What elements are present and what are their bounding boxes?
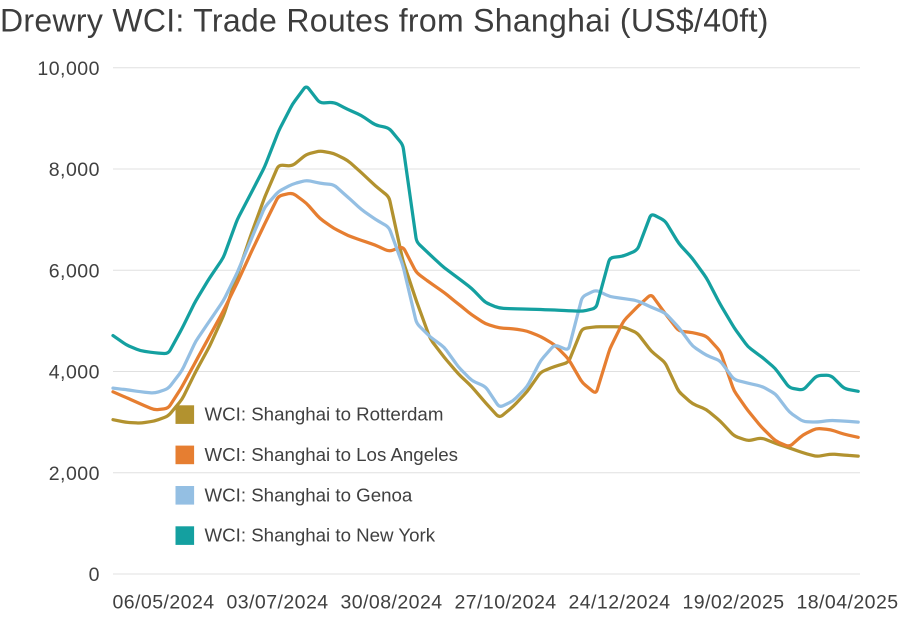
svg-text:WCI: Shanghai to Genoa: WCI: Shanghai to Genoa bbox=[205, 484, 413, 505]
svg-text:6,000: 6,000 bbox=[49, 260, 100, 282]
svg-text:0: 0 bbox=[89, 564, 100, 586]
svg-text:WCI: Shanghai to Los Angeles: WCI: Shanghai to Los Angeles bbox=[205, 444, 458, 465]
svg-text:8,000: 8,000 bbox=[49, 159, 100, 181]
svg-text:18/04/2025: 18/04/2025 bbox=[796, 592, 898, 614]
svg-text:WCI: Shanghai to New York: WCI: Shanghai to New York bbox=[205, 525, 436, 546]
svg-text:4,000: 4,000 bbox=[49, 362, 100, 384]
svg-text:19/02/2025: 19/02/2025 bbox=[682, 592, 784, 614]
svg-text:WCI: Shanghai to Rotterdam: WCI: Shanghai to Rotterdam bbox=[205, 404, 444, 425]
svg-text:2,000: 2,000 bbox=[49, 463, 100, 485]
svg-text:30/08/2024: 30/08/2024 bbox=[340, 592, 442, 614]
svg-text:Drewry WCI: Trade Routes from: Drewry WCI: Trade Routes from Shanghai (… bbox=[0, 3, 769, 39]
svg-text:10,000: 10,000 bbox=[37, 58, 100, 80]
svg-text:24/12/2024: 24/12/2024 bbox=[568, 592, 670, 614]
svg-text:27/10/2024: 27/10/2024 bbox=[454, 592, 556, 614]
svg-text:03/07/2024: 03/07/2024 bbox=[226, 592, 328, 614]
svg-text:06/05/2024: 06/05/2024 bbox=[112, 592, 214, 614]
